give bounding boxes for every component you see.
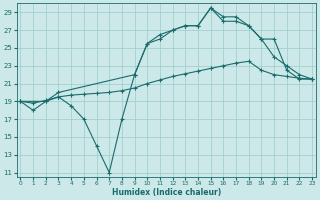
X-axis label: Humidex (Indice chaleur): Humidex (Indice chaleur) <box>112 188 221 197</box>
